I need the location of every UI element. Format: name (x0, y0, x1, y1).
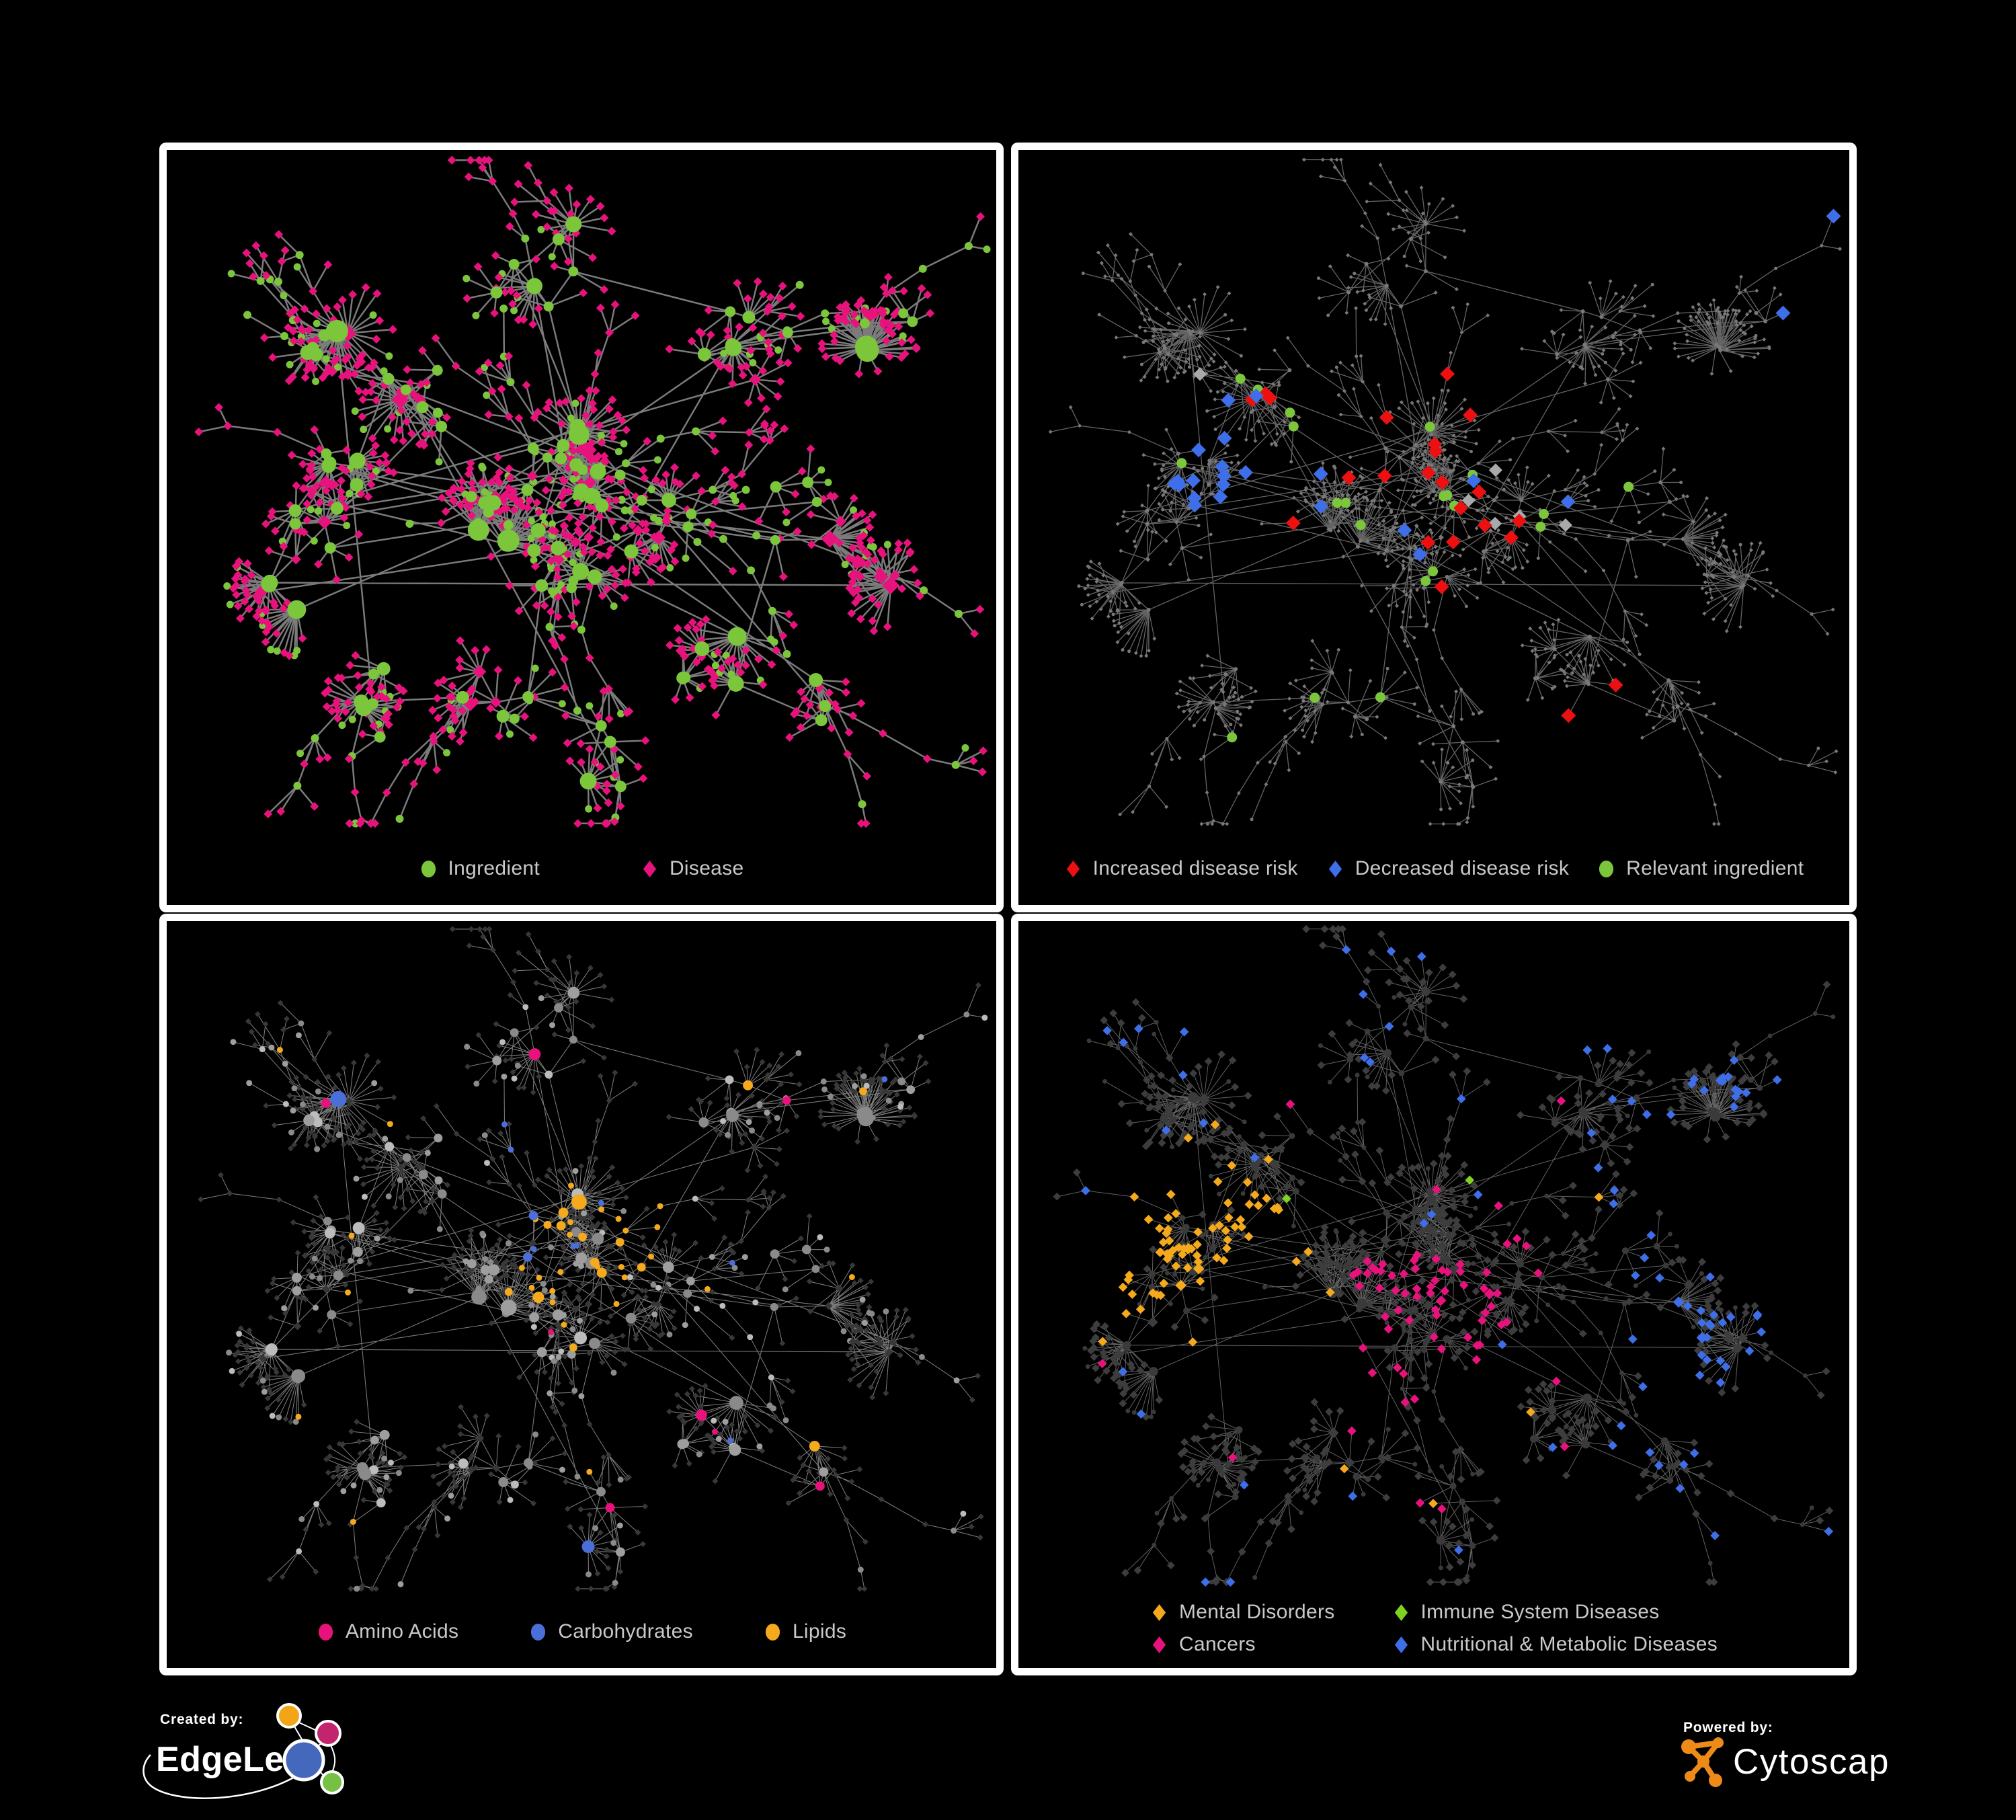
legend-disease-risk: Increased disease risk Decreased disease… (1018, 832, 1849, 905)
amino-acids-circle-icon (318, 1623, 333, 1640)
cancers-diamond-icon (1152, 1636, 1166, 1653)
disease-diamond-icon (643, 860, 657, 877)
legend-label: Ingredient (448, 857, 540, 879)
legend-label: Increased disease risk (1092, 857, 1298, 879)
legend-label: Disease (669, 857, 744, 879)
panel-disease-risk: Increased disease risk Decreased disease… (1011, 143, 1857, 912)
decreased-risk-diamond-icon (1328, 860, 1342, 877)
legend-item-metabolic-diseases: Nutritional & Metabolic Diseases (1392, 1633, 1718, 1656)
legend-nutrient-classes: Amino Acids Carbohydrates Lipids (167, 1595, 996, 1668)
cytoscape-logo: Powered by: Cytoscape (1681, 1720, 1889, 1787)
legend-label: Immune System Diseases (1420, 1601, 1660, 1623)
metabolic-diseases-diamond-icon (1394, 1636, 1408, 1653)
legend-label: Carbohydrates (558, 1620, 693, 1643)
legend-item-lipids: Lipids (764, 1620, 846, 1643)
legend-disease-categories: Mental Disorders Immune System Diseases … (1018, 1589, 1849, 1668)
created-by-label: Created by: (160, 1712, 243, 1727)
edgeleap-node-orange-icon (276, 1703, 302, 1729)
legend-item-immune-diseases: Immune System Diseases (1392, 1601, 1718, 1624)
edgeleap-node-magenta-icon (315, 1720, 341, 1747)
edgeleap-swoosh (143, 1754, 296, 1799)
cytoscape-wordmark: Cytoscape (1733, 1742, 1889, 1782)
immune-diseases-diamond-icon (1394, 1604, 1408, 1621)
edgeleap-node-green-icon (320, 1770, 344, 1794)
legend-item-ingredient: Ingredient (419, 857, 540, 880)
legend-ingredient-disease: Ingredient Disease (167, 832, 996, 905)
edgeleap-logo: Created by: EdgeLeap (143, 1703, 344, 1799)
cytoscape-mark-icon (1681, 1737, 1724, 1787)
legend-label: Relevant ingredient (1626, 857, 1804, 879)
mental-disorders-diamond-icon (1152, 1604, 1166, 1621)
ingredient-disease-network-graph (194, 155, 991, 828)
increased-risk-diamond-icon (1066, 860, 1080, 877)
ingredient-circle-icon (421, 860, 436, 877)
legend-item-decreased-risk: Decreased disease risk (1326, 857, 1569, 880)
disease-category-network-graph (1053, 924, 1836, 1587)
legend-item-cancers: Cancers (1150, 1633, 1335, 1656)
panel-nutrient-classes: Amino Acids Carbohydrates Lipids (159, 914, 1004, 1675)
legend-item-mental-disorders: Mental Disorders (1150, 1601, 1335, 1624)
legend-item-carbohydrates: Carbohydrates (529, 1620, 693, 1643)
legend-label: Lipids (792, 1620, 847, 1643)
legend-label: Decreased disease risk (1355, 857, 1570, 879)
carbohydrates-circle-icon (531, 1623, 546, 1640)
legend-item-amino-acids: Amino Acids (317, 1620, 458, 1643)
legend-item-disease: Disease (641, 857, 743, 880)
powered-by-label: Powered by: (1683, 1720, 1773, 1735)
legend-label: Cancers (1179, 1633, 1256, 1655)
panel-disease-categories: Mental Disorders Immune System Diseases … (1011, 914, 1857, 1675)
legend-item-increased-risk: Increased disease risk (1064, 857, 1298, 880)
disease-risk-network-graph (1048, 157, 1842, 826)
panel-ingredient-disease: Ingredient Disease (159, 143, 1004, 912)
relevant-ingredient-circle-icon (1599, 860, 1614, 877)
legend-label: Nutritional & Metabolic Diseases (1420, 1633, 1718, 1655)
lipids-circle-icon (765, 1623, 780, 1640)
edgeleap-node-blue-icon (282, 1739, 325, 1782)
nutrient-class-network-graph (198, 926, 988, 1592)
legend-label: Amino Acids (345, 1620, 459, 1643)
legend-label: Mental Disorders (1179, 1601, 1335, 1623)
legend-item-relevant-ingredient: Relevant ingredient (1597, 857, 1804, 880)
